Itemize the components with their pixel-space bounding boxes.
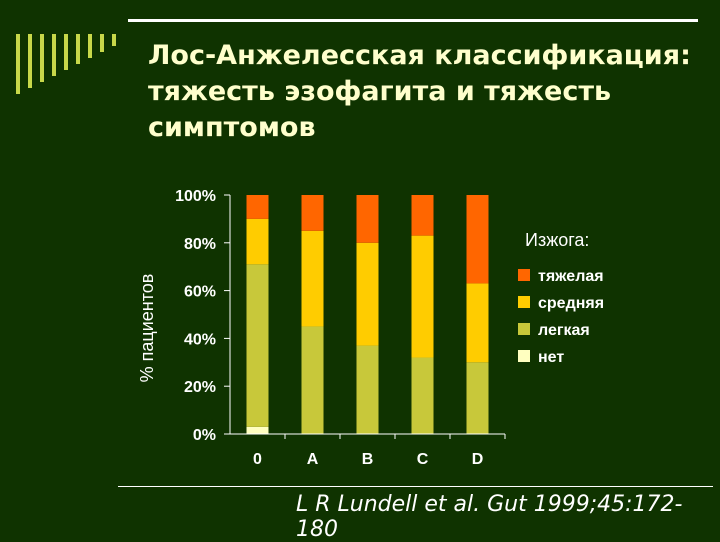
decorative-stripe <box>112 34 116 46</box>
x-tick-label: D <box>472 451 484 468</box>
x-tick-label: A <box>307 451 319 468</box>
y-axis-label: % пациентов <box>137 274 157 383</box>
decorative-stripe <box>76 34 80 64</box>
top-divider <box>128 19 698 22</box>
bar-segment <box>246 426 269 434</box>
bar-segment <box>246 195 269 219</box>
legend-swatch <box>518 269 530 281</box>
bar-segment <box>356 242 379 346</box>
y-tick-label: 60% <box>184 284 216 301</box>
bottom-divider <box>118 486 713 487</box>
bar-segment <box>246 218 269 265</box>
legend-swatch <box>518 296 530 308</box>
decorative-stripe <box>52 34 56 76</box>
x-tick-label: B <box>362 451 374 468</box>
decorative-stripes-icon <box>16 34 116 94</box>
legend-label: нет <box>538 349 564 366</box>
decorative-stripe <box>40 34 44 82</box>
y-tick-label: 80% <box>184 236 216 253</box>
bar-segment <box>246 264 269 427</box>
bar-segment <box>301 195 324 231</box>
decorative-stripe <box>64 34 68 70</box>
x-tick-label: C <box>417 451 429 468</box>
bar-segment <box>466 195 489 284</box>
legend-label: легкая <box>538 322 590 339</box>
x-tick-label: 0 <box>253 451 262 468</box>
bar-segment <box>301 230 324 327</box>
y-tick-label: 100% <box>175 188 216 205</box>
legend-swatch <box>518 323 530 335</box>
bar-segment <box>356 195 379 243</box>
bar-segment <box>466 283 489 363</box>
y-tick-label: 0% <box>193 427 216 444</box>
bar-segment <box>301 326 324 434</box>
decorative-stripe <box>28 34 32 88</box>
decorative-stripe <box>88 34 92 58</box>
decorative-stripe <box>100 34 104 52</box>
bar-segment <box>411 195 434 236</box>
bar-segment <box>411 235 434 358</box>
legend-swatch <box>518 350 530 362</box>
bar-segment <box>356 345 379 434</box>
citation: L R Lundell et al. Gut 1999;45:172-180 <box>296 492 683 542</box>
bar-segment <box>411 357 434 434</box>
legend-label: средняя <box>538 295 604 312</box>
page-title: Лос-Анжелесская классификация: тяжесть э… <box>148 40 691 143</box>
bar-segment <box>466 362 489 434</box>
y-tick-label: 40% <box>184 331 216 348</box>
legend-title: Изжога: <box>525 230 589 250</box>
stacked-bar-chart: 0% 20% 40% 60% 80% 100% 0 A B C D % пациентов Изж… <box>137 188 604 468</box>
decorative-stripe <box>16 34 20 94</box>
y-tick-label: 20% <box>184 379 216 396</box>
legend-label: тяжелая <box>538 268 604 285</box>
